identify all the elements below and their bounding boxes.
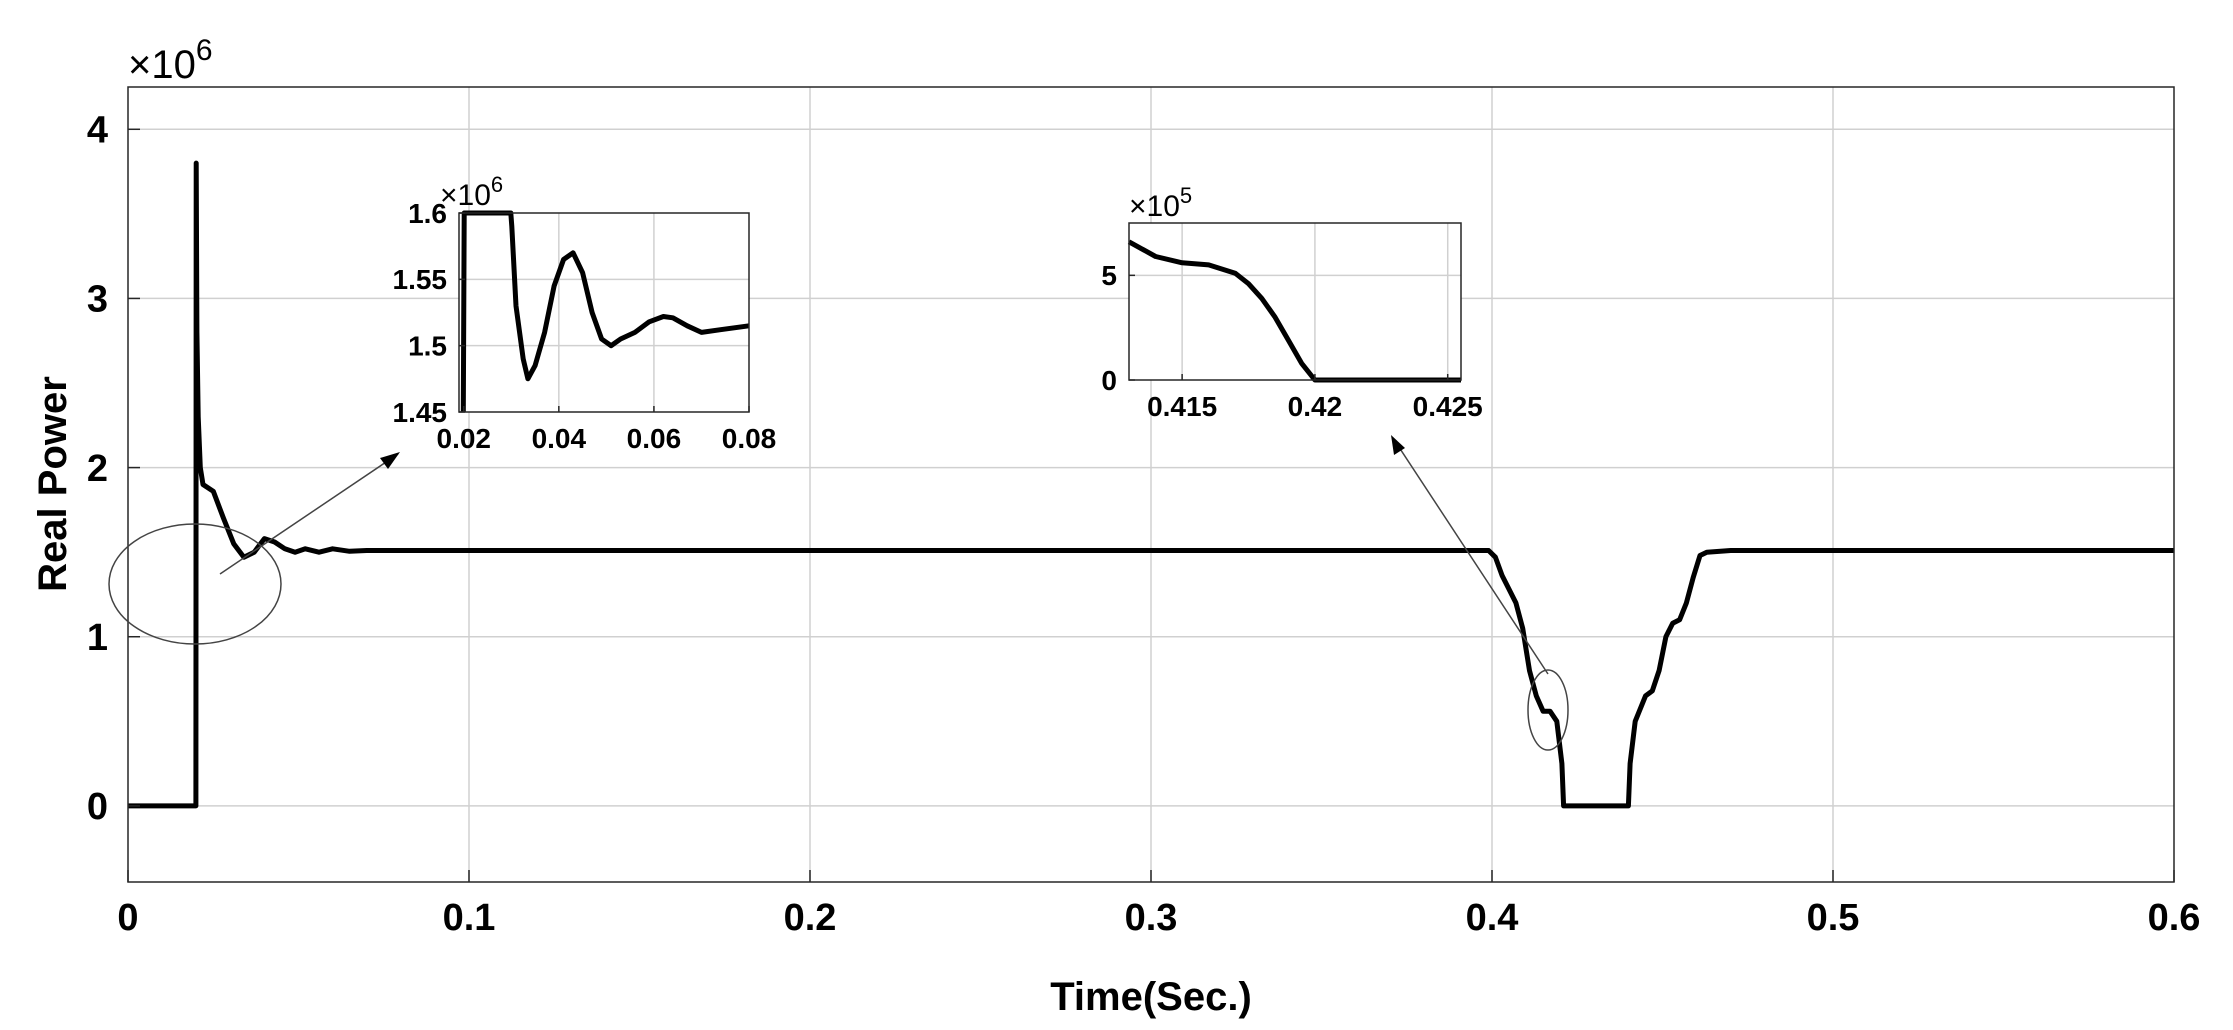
- main-y-tick-label: 0: [87, 786, 108, 828]
- insetL-x-tick-label: 0.08: [722, 423, 777, 454]
- insetL-x-tick-label: 0.06: [627, 423, 682, 454]
- inset-left: 0.02 0.04 0.06 0.08 1.45 1.5 1.55 1.6 ×106: [393, 172, 777, 454]
- main-x-tick-label: 0.5: [1807, 897, 1860, 939]
- inset-left-ticks: 0.02 0.04 0.06 0.08 1.45 1.5 1.55 1.6: [393, 198, 777, 454]
- insetL-x-tick-label: 0.04: [532, 423, 587, 454]
- insetR-y-tick-label: 0: [1101, 365, 1117, 396]
- insetR-x-tick-label: 0.415: [1147, 391, 1217, 422]
- insetL-y-tick-label: 1.55: [393, 264, 448, 295]
- main-y-tick-label: 2: [87, 448, 108, 490]
- insetL-y-tick-label: 1.5: [408, 330, 447, 361]
- insetR-x-tick-label: 0.425: [1413, 391, 1483, 422]
- main-y-tick-label: 4: [87, 110, 108, 152]
- zoom-highlight-ellipse-right: [1527, 669, 1569, 751]
- insetR-y-tick-label: 5: [1101, 260, 1117, 291]
- inset-right-y-multiplier: ×105: [1129, 183, 1192, 223]
- zoom-highlight-ellipse-left: [108, 523, 282, 645]
- insetL-x-tick-label: 0.02: [437, 423, 492, 454]
- main-x-tick-label: 0.1: [443, 897, 496, 939]
- main-y-tick-label: 3: [87, 279, 108, 321]
- main-real-power-line: [128, 160, 2174, 809]
- main-x-tick-label: 0.6: [2148, 897, 2201, 939]
- inset-right-ticks: 0.415 0.42 0.425 0 5: [1101, 260, 1482, 422]
- inset-right-grid: [1129, 223, 1461, 380]
- zoom-arrow-right: [1392, 437, 1549, 675]
- inset-left-background: [459, 213, 749, 412]
- inset-right-frame: [1128, 222, 1462, 381]
- zoom-arrow-right-head: [1391, 435, 1405, 455]
- main-ticks: 0 0.1 0.2 0.3 0.4 0.5 0.6 0 1 2 3 4: [87, 110, 2201, 939]
- inset-left-line: [460, 210, 750, 413]
- main-x-tick-label: 0.2: [784, 897, 837, 939]
- zoom-arrow-left: [219, 453, 399, 575]
- main-x-tick-label: 0: [117, 897, 138, 939]
- main-x-tick-label: 0.3: [1125, 897, 1178, 939]
- inset-right: 0.415 0.42 0.425 0 5 ×105: [1101, 183, 1482, 422]
- zoom-arrow-left-head: [380, 452, 400, 469]
- inset-left-y-multiplier: ×106: [440, 172, 503, 212]
- main-y-tick-label: 1: [87, 617, 108, 659]
- main-plot: 0 0.1 0.2 0.3 0.4 0.5 0.6 0 1 2 3 4 ×106 Time(Sec.)…: [31, 34, 2200, 1019]
- insetL-y-tick-label: 1.45: [393, 397, 448, 428]
- insetR-x-tick-label: 0.42: [1288, 391, 1343, 422]
- inset-left-frame: [458, 212, 750, 413]
- y-axis-label: Real Power: [31, 376, 75, 592]
- main-y-multiplier: ×106: [128, 34, 213, 87]
- x-axis-label: Time(Sec.): [1050, 975, 1252, 1019]
- insetL-y-tick-label: 1.6: [408, 198, 447, 229]
- annotations: [108, 435, 1569, 751]
- main-x-tick-label: 0.4: [1466, 897, 1519, 939]
